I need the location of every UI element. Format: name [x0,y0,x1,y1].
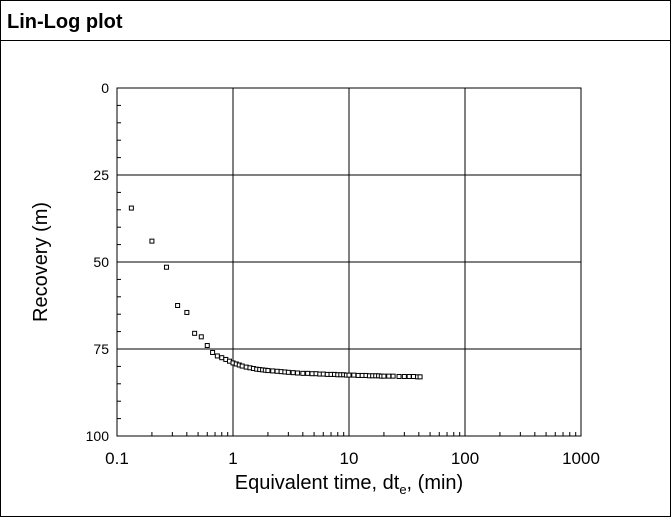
data-point [175,303,181,308]
data-point [406,373,412,379]
data-point [320,371,326,377]
data-point [265,368,271,374]
data-point [386,373,392,379]
y-tick-labels: 0 25 50 75 100 [86,80,110,444]
panel-title: Lin-Log plot [7,11,123,33]
lin-log-chart: 0.1 1 10 100 1000 0 25 50 75 100 Equivalent time… [30,80,600,497]
grid-lines [117,88,581,436]
y-tick-label: 25 [93,167,109,183]
y-axis-label: Recovery (m) [30,202,52,322]
x-tick-label: 100 [451,449,479,468]
data-point [355,372,361,378]
data-point [351,372,357,378]
data-point [274,368,280,374]
data-point [309,371,315,377]
data-point [305,370,311,376]
x-axis-label-suffix: , (min) [407,472,464,494]
data-point [346,372,352,378]
x-tick-labels: 0.1 1 10 100 1000 [105,449,600,468]
panel-header: Lin-Log plot [1,1,670,41]
axis-ticks [116,87,582,437]
data-point [219,355,225,361]
y-tick-label: 75 [93,341,109,357]
data-point [285,369,291,375]
data-point [210,349,216,355]
data-point [381,373,387,379]
plot-frame [116,87,582,437]
data-point [401,373,407,379]
data-point [239,363,245,369]
data-point [204,343,210,349]
data-point [411,373,417,379]
data-point [192,330,198,336]
data-point [290,370,296,376]
x-axis-label-subscript: e [399,482,406,497]
plot-area: 0.1 1 10 100 1000 0 25 50 75 100 Equivalent time… [1,41,670,516]
data-point [184,309,190,315]
y-tick-label: 0 [101,80,109,96]
data-point [396,373,402,379]
y-tick-label: 50 [93,254,109,270]
data-points [128,205,423,380]
x-axis-label-main: Equivalent time, dt [235,472,400,494]
x-tick-label: 1 [228,449,237,468]
data-point [417,374,423,380]
y-tick-label: 100 [86,428,110,444]
x-tick-label: 10 [340,449,359,468]
data-point [214,353,220,359]
data-point [270,368,276,374]
x-tick-label: 1000 [562,449,600,468]
data-point [390,373,396,379]
data-point [149,238,155,244]
x-axis-label: Equivalent time, dte, (min) [235,472,463,497]
data-point [128,205,134,211]
data-point [198,334,204,340]
data-point [163,264,169,270]
data-point [295,370,301,376]
data-point [300,370,306,376]
x-tick-label: 0.1 [105,449,129,468]
